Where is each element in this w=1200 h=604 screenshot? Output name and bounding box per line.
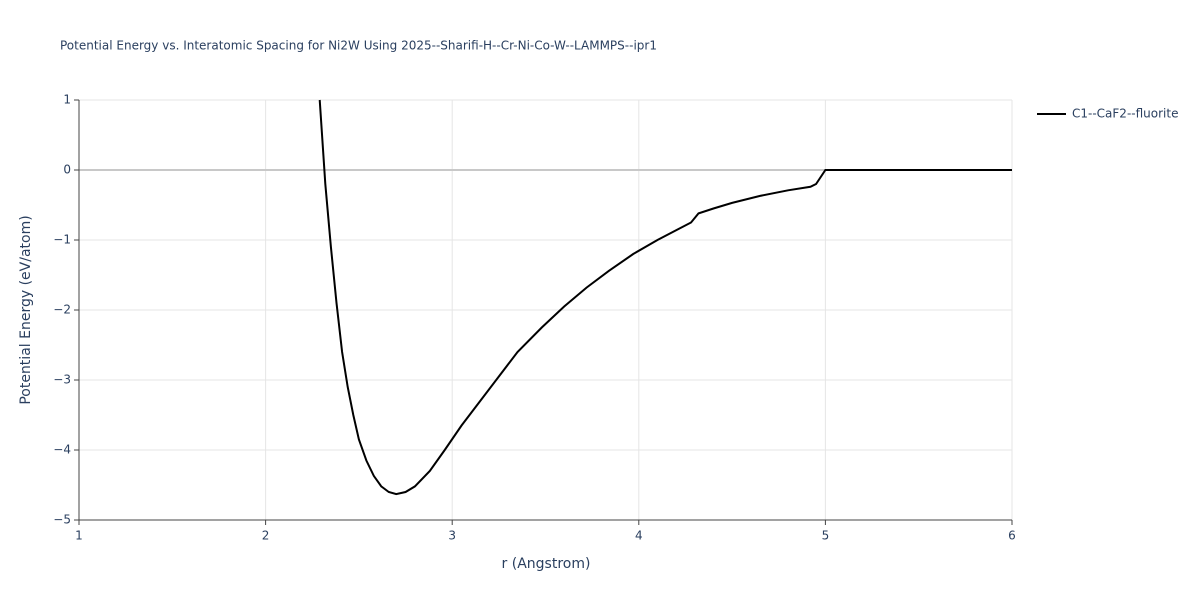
x-tick-label: 6: [1008, 529, 1016, 543]
x-axis-label: r (Angstrom): [502, 556, 591, 572]
y-tick-label: −1: [53, 233, 71, 247]
y-tick-label: −4: [53, 443, 71, 457]
x-tick-label: 1: [75, 529, 83, 543]
x-tick-label: 2: [262, 529, 270, 543]
x-tick-label: 5: [822, 529, 830, 543]
x-tick-label: 4: [635, 529, 643, 543]
y-tick-label: −5: [53, 513, 71, 527]
y-tick-label: −3: [53, 373, 71, 387]
y-axis-label: Potential Energy (eV/atom): [18, 215, 34, 404]
x-tick-label: 3: [448, 529, 456, 543]
y-tick-label: 0: [63, 163, 71, 177]
y-tick-label: −2: [53, 303, 71, 317]
chart-title: Potential Energy vs. Interatomic Spacing…: [60, 39, 657, 53]
line-series: [318, 99, 1012, 496]
y-tick-label: 1: [63, 93, 71, 107]
legend-label: C1--CaF2--fluorite: [1072, 107, 1178, 121]
